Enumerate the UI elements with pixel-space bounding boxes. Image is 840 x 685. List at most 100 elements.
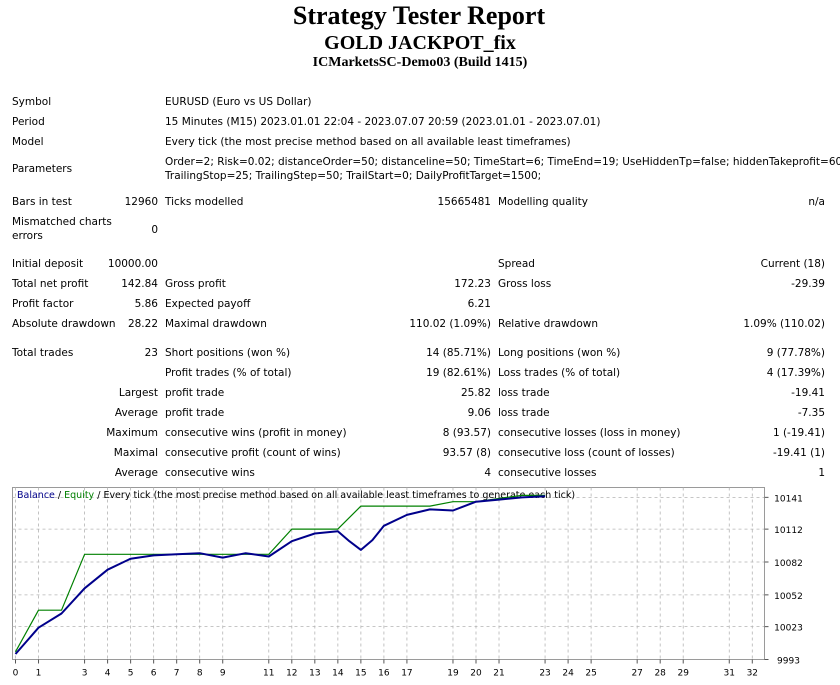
avg-cons-losses-label: consecutive losses	[498, 467, 597, 479]
avg-cons-wins-value: 4	[484, 467, 491, 479]
profit-factor-value: 5.86	[134, 298, 158, 310]
x-tick-label: 4	[105, 669, 111, 679]
x-tick-label: 1	[36, 669, 42, 679]
profit-factor-label: Profit factor	[12, 298, 74, 310]
x-tick-label: 14	[332, 669, 344, 679]
x-tick-label: 9	[220, 669, 226, 679]
rel-drawdown-value: 1.09% (110.02)	[743, 318, 825, 330]
maximal-loss-label: consecutive loss (count of losses)	[498, 447, 675, 459]
rel-drawdown-label: Relative drawdown	[498, 318, 599, 330]
x-axis: 0 1 3 4 5 6 7 8 9 11 12 13 14 15 16 17 19 20 21 23 24 25 27 28 2…	[13, 659, 758, 679]
y-axis: 10141 10112 10082 10052 10023 9993	[764, 494, 803, 667]
x-tick-label: 29	[677, 669, 689, 679]
x-tick-label: 20	[470, 669, 482, 679]
legend-equity: Equity	[64, 490, 94, 501]
total-trades-value: 23	[144, 347, 158, 359]
max-cons-wins-label: consecutive wins (profit in money)	[165, 427, 347, 439]
x-tick-label: 7	[174, 669, 180, 679]
symbol-label: Symbol	[12, 96, 52, 108]
largest-loss-label: loss trade	[498, 387, 550, 399]
model-value: Every tick (the most precise method base…	[165, 136, 571, 148]
initial-deposit-label: Initial deposit	[12, 258, 84, 270]
x-tick-label: 0	[13, 669, 19, 679]
abs-drawdown-label: Absolute drawdown	[12, 318, 116, 330]
largest-profit-label: profit trade	[165, 387, 225, 399]
average-2-label: Average	[114, 467, 158, 479]
gross-loss-label: Gross loss	[498, 278, 552, 290]
long-value: 9 (77.78%)	[766, 347, 825, 359]
total-trades-label: Total trades	[12, 347, 74, 359]
avg-cons-wins-label: consecutive wins	[165, 467, 255, 479]
legend-balance: Balance	[17, 490, 55, 501]
loss-trades-label: Loss trades (% of total)	[498, 367, 621, 379]
maximal-profit-value: 93.57 (8)	[442, 447, 491, 459]
server-build: ICMarketsSC-Demo03 (Build 1415)	[312, 55, 528, 70]
symbol-value: EURUSD (Euro vs US Dollar)	[165, 96, 312, 108]
x-tick-label: 32	[747, 669, 758, 679]
chart-grid	[12, 487, 765, 660]
loss-trades-value: 4 (17.39%)	[766, 367, 825, 379]
x-tick-label: 21	[493, 669, 504, 679]
x-tick-label: 3	[82, 669, 88, 679]
average-loss-label: loss trade	[498, 407, 550, 419]
largest-loss-value: -19.41	[791, 387, 825, 399]
chart-plot-area	[12, 487, 765, 660]
chart-legend: Balance / Equity / Every tick (the most …	[17, 490, 575, 501]
spread-value: Current (18)	[760, 258, 825, 270]
x-tick-label: 19	[447, 669, 459, 679]
largest-profit-value: 25.82	[460, 387, 491, 399]
max-drawdown-value: 110.02 (1.09%)	[409, 318, 491, 330]
largest-label: Largest	[118, 387, 158, 399]
x-tick-label: 13	[309, 669, 320, 679]
parameters-label: Parameters	[12, 163, 73, 175]
x-tick-label: 23	[539, 669, 550, 679]
x-tick-label: 24	[562, 669, 574, 679]
ticks-value: 15665481	[437, 196, 491, 208]
expected-payoff-value: 6.21	[467, 298, 491, 310]
max-cons-losses-value: 1 (-19.41)	[772, 427, 825, 439]
legend-description: Every tick (the most precise method base…	[103, 490, 575, 501]
x-tick-label: 15	[355, 669, 366, 679]
bars-label: Bars in test	[12, 196, 72, 208]
max-cons-losses-label: consecutive losses (loss in money)	[498, 427, 681, 439]
period-value: 15 Minutes (M15) 2023.01.01 22:04 - 2023…	[165, 116, 601, 128]
maximal-loss-value: -19.41 (1)	[772, 447, 825, 459]
ticks-label: Ticks modelled	[165, 196, 244, 208]
short-label: Short positions (won %)	[165, 347, 291, 359]
x-tick-label: 27	[631, 669, 642, 679]
model-label: Model	[12, 136, 44, 148]
y-tick-label: 10023	[774, 624, 803, 634]
parameters-line-1: Order=2; Risk=0.02; distanceOrder=50; di…	[165, 156, 840, 168]
expected-payoff-label: Expected payoff	[165, 298, 251, 310]
average-loss-value: -7.35	[797, 407, 825, 419]
y-tick-label: 9993	[777, 657, 800, 667]
mismatch-value: 0	[151, 224, 158, 236]
x-tick-label: 5	[128, 669, 134, 679]
x-tick-label: 31	[724, 669, 735, 679]
average-label: Average	[114, 407, 158, 419]
y-tick-label: 10082	[774, 559, 803, 569]
x-tick-label: 25	[585, 669, 596, 679]
net-profit-value: 142.84	[121, 278, 158, 290]
x-tick-label: 16	[378, 669, 390, 679]
x-tick-label: 28	[654, 669, 666, 679]
quality-value: n/a	[808, 196, 825, 208]
y-tick-label: 10052	[774, 592, 803, 602]
gross-profit-value: 172.23	[454, 278, 491, 290]
balance-line	[14, 494, 546, 653]
average-profit-value: 9.06	[467, 407, 491, 419]
report-title: Strategy Tester Report	[292, 1, 546, 30]
y-tick-label: 10141	[774, 494, 803, 504]
short-value: 14 (85.71%)	[426, 347, 491, 359]
x-tick-label: 12	[286, 669, 297, 679]
quality-label: Modelling quality	[498, 196, 588, 208]
legend-separator-1: /	[55, 490, 64, 501]
initial-deposit-value: 10000.00	[107, 258, 158, 270]
chart-series	[14, 494, 546, 655]
average-profit-label: profit trade	[165, 407, 225, 419]
maximum-label: Maximum	[106, 427, 158, 439]
spread-label: Spread	[498, 258, 535, 270]
net-profit-label: Total net profit	[12, 278, 89, 290]
legend-separator-2: /	[94, 490, 103, 501]
profit-trades-value: 19 (82.61%)	[426, 367, 491, 379]
